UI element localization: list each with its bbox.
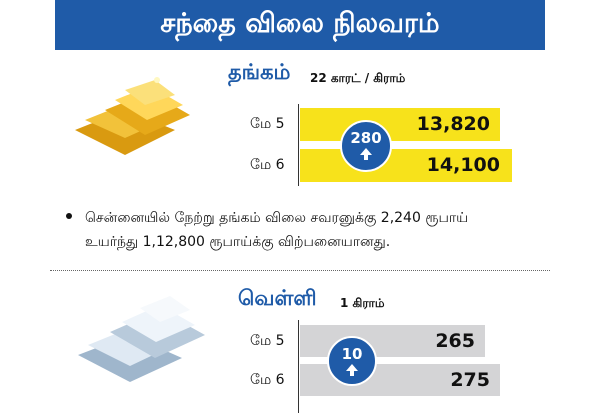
- gold-unit: 22 காரட் / கிராம்: [310, 71, 406, 85]
- date: மே 5: [250, 116, 285, 132]
- price: 14,100: [426, 154, 500, 176]
- change-badge: 10: [327, 336, 377, 386]
- divider: [298, 104, 299, 186]
- change: 10: [341, 345, 363, 363]
- date: மே 6: [250, 157, 285, 173]
- silver-name: வெள்ளி: [238, 286, 317, 310]
- note: சென்னையில் நேற்று தங்கம் விலை சவரனுக்கு …: [85, 210, 469, 250]
- change-badge: 280: [340, 120, 392, 172]
- silver-unit: 1 கிராம்: [340, 296, 385, 310]
- silver-icon: [78, 296, 205, 382]
- bullet: [66, 213, 72, 219]
- gold-bar: [300, 108, 500, 141]
- up-arrow: [346, 364, 358, 376]
- price: 275: [450, 369, 490, 391]
- date: மே 6: [250, 372, 285, 388]
- price: 265: [435, 330, 475, 352]
- up-arrow: [360, 148, 372, 160]
- price: 13,820: [416, 113, 490, 135]
- change: 280: [350, 129, 382, 147]
- separator: [50, 270, 550, 271]
- title: சந்தை விலை நிலவரம்: [55, 0, 545, 50]
- divider: [298, 320, 299, 413]
- gold-icon: [75, 77, 190, 155]
- gold-bar: [300, 149, 512, 182]
- date: மே 5: [250, 333, 285, 349]
- gold-name: தங்கம்: [228, 60, 291, 84]
